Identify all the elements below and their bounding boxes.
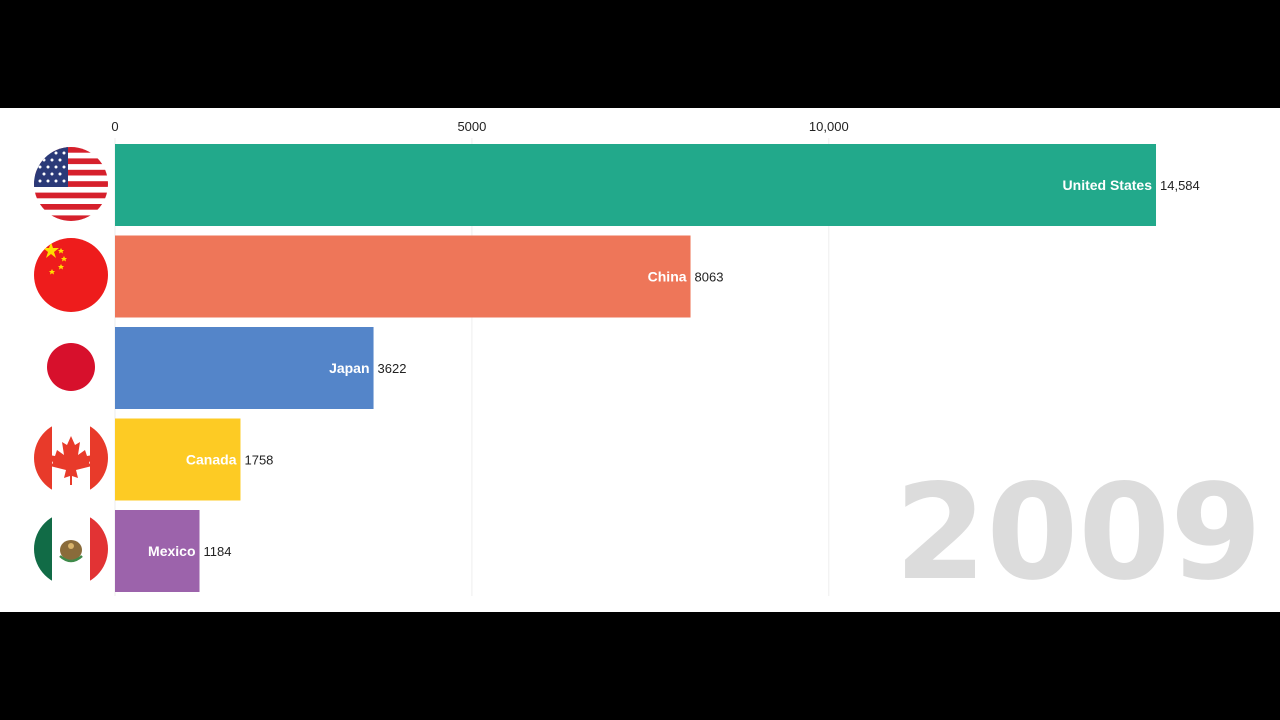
japan-flag-icon bbox=[34, 330, 108, 404]
bar-category-label: Japan bbox=[329, 360, 369, 376]
bar-value-label: 3622 bbox=[378, 361, 407, 376]
bar-value-label: 1758 bbox=[244, 453, 273, 468]
us-flag-icon bbox=[34, 147, 108, 221]
bar-group: Mexico 1184 bbox=[115, 510, 231, 592]
bar-group: Canada 1758 bbox=[115, 418, 273, 501]
bar-value-label: 8063 bbox=[695, 270, 724, 285]
bar-category-label: United States bbox=[1063, 177, 1153, 193]
bar-chart: 0 5000 10,000 2009 United States 14,584 Chin… bbox=[34, 119, 1262, 610]
bar-category-label: Canada bbox=[186, 452, 237, 468]
bar-group: United States 14,584 bbox=[115, 144, 1200, 226]
year-label: 2009 bbox=[895, 456, 1262, 610]
canada-flag-icon bbox=[34, 421, 108, 495]
bar bbox=[115, 418, 241, 501]
bar-value-label: 14,584 bbox=[1160, 178, 1200, 193]
bar-value-label: 1184 bbox=[204, 544, 232, 559]
chart-area: 0 5000 10,000 2009 United States 14,584 Chin… bbox=[0, 108, 1280, 612]
mexico-flag-icon bbox=[34, 512, 108, 586]
x-tick-label: 5000 bbox=[457, 119, 486, 134]
bar bbox=[115, 235, 691, 318]
x-tick-label: 10,000 bbox=[809, 119, 849, 134]
bars: United States 14,584 China 8063 Japan 3622 Can… bbox=[115, 144, 1200, 592]
bar-group: Japan 3622 bbox=[115, 327, 406, 409]
bar bbox=[115, 510, 200, 592]
bar-group: China 8063 bbox=[115, 235, 724, 318]
x-tick-label: 0 bbox=[111, 119, 118, 134]
x-axis-ticks: 0 5000 10,000 bbox=[111, 119, 848, 134]
bar-category-label: Mexico bbox=[148, 543, 195, 559]
china-flag-icon bbox=[34, 238, 108, 312]
bar-category-label: China bbox=[648, 269, 687, 285]
bar bbox=[115, 144, 1157, 226]
bar bbox=[115, 327, 374, 409]
